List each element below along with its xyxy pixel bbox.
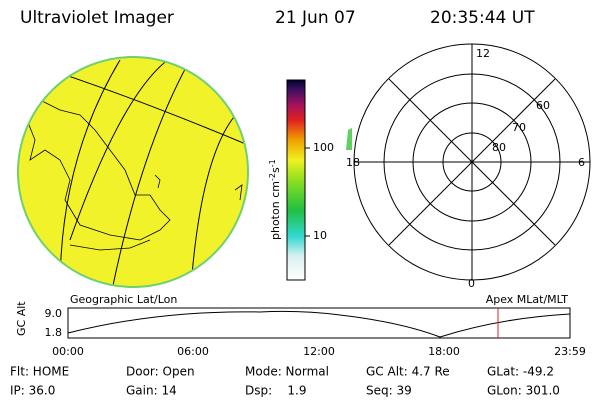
colorbar-label: photon cm-2s-1 [268,159,283,240]
colorbar-tick: 100 [313,141,334,154]
date: 21 Jun 07 [275,8,356,28]
polar-label: 18 [346,156,360,169]
x-tick: 12:00 [303,345,335,358]
exp: -1 [268,159,277,167]
exp: -2 [268,173,277,181]
ring-label: 60 [536,99,550,112]
polar-grid [346,43,591,281]
x-tick: 06:00 [177,345,209,358]
timeline-label: Apex MLat/MLT [486,293,569,306]
unit: s [269,167,282,173]
timeline-label: Geographic Lat/Lon [70,293,177,306]
ring-label: 80 [492,141,506,154]
info-field: Seq: 39 [366,384,412,398]
ring-label: 70 [512,121,526,134]
x-tick: 23:59 [554,345,586,358]
info-field: GC Alt: 4.7 Re [366,365,450,379]
info-field: Mode: Normal [245,365,329,379]
x-tick: 18:00 [428,345,460,358]
axis-title: GC Alt [15,301,28,336]
polar-label: 6 [578,156,585,169]
info-panel: Flt: HOME Door: Open Mode: Normal GC Alt: 4… [10,365,560,398]
altitude-curve [67,310,571,338]
colorbar-tick: 10 [313,229,327,242]
info-field: Flt: HOME [10,365,69,379]
polar-label: 0 [468,277,475,290]
polar-label: 12 [476,47,490,60]
colorbar [286,79,306,281]
y-tick: 9.0 [45,307,63,320]
unit: photon cm [269,181,282,240]
time: 20:35:44 UT [430,8,535,28]
info-field: Door: Open [126,365,195,379]
x-tick: 00:00 [52,345,84,358]
y-tick: 1.8 [45,326,63,339]
info-field: GLon: 301.0 [487,384,560,398]
info-field: Dsp: 1.9 [245,384,307,398]
info-field: IP: 36.0 [10,384,55,398]
title: Ultraviolet Imager [20,8,174,28]
timeline-box [67,307,571,339]
info-field: GLat: -49.2 [487,365,554,379]
info-field: Gain: 14 [126,384,177,398]
globe-image [17,56,249,288]
